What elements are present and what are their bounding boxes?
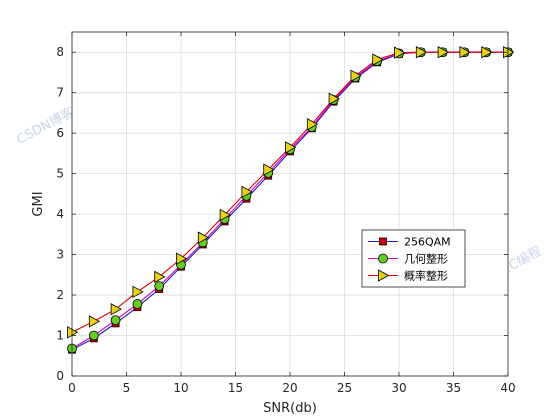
data-point-2-17	[437, 46, 449, 59]
data-point-1-3	[132, 299, 143, 309]
y-tick-label: 2	[56, 288, 64, 302]
data-point-2-10	[285, 141, 297, 154]
data-point-2-15	[394, 46, 406, 59]
data-point-2-19	[481, 46, 493, 59]
data-point-1-4	[154, 281, 165, 292]
y-tick-label: 3	[56, 248, 64, 262]
x-tick-label: 5	[123, 381, 131, 395]
data-point-2-11	[306, 118, 319, 131]
x-tick-label: 25	[337, 381, 352, 395]
x-tick-label: 0	[68, 381, 76, 395]
data-point-2-20	[503, 46, 515, 59]
legend-marker-2	[378, 269, 390, 282]
data-point-2-14	[372, 53, 384, 66]
data-point-2-3	[132, 285, 144, 298]
x-tick-label: 35	[446, 381, 461, 395]
data-point-2-1	[88, 315, 101, 328]
data-point-2-18	[459, 46, 471, 59]
data-point-2-16	[415, 46, 428, 59]
y-tick-label: 4	[56, 207, 64, 221]
x-tick-label: 10	[173, 381, 188, 395]
data-point-2-9	[263, 163, 275, 176]
y-tick-label: 5	[56, 167, 64, 181]
data-point-2-7	[219, 208, 231, 222]
data-point-2-8	[241, 185, 253, 199]
series-layer	[67, 46, 515, 354]
series-2	[67, 46, 515, 339]
data-point-1-2	[110, 315, 121, 326]
data-point-2-6	[197, 231, 210, 244]
y-tick-label: 8	[56, 45, 64, 59]
legend-label-0: 256QAM	[404, 236, 451, 249]
legend-marker-0	[379, 237, 387, 246]
legend-label-1: 几何整形	[404, 252, 448, 266]
x-tick-label: 30	[391, 381, 406, 395]
data-point-2-4	[154, 270, 166, 284]
x-tick-label: 40	[500, 381, 515, 395]
data-point-2-0	[67, 326, 79, 339]
x-axis-label: SNR(db)	[263, 401, 317, 416]
y-tick-label: 6	[56, 126, 64, 140]
y-tick-label: 0	[56, 369, 64, 383]
data-point-2-13	[350, 69, 362, 82]
axis-ticks: 0 5 10 15 20 25 30 35 40 0 1 2 3 4 5 6 7 8	[56, 32, 516, 395]
y-axis-label: GMI	[31, 191, 46, 216]
legend-label-2: 概率整形	[404, 269, 448, 283]
data-point-2-5	[176, 252, 188, 265]
x-tick-label: 15	[228, 381, 243, 395]
y-tick-label: 1	[56, 329, 64, 343]
data-point-1-1	[88, 330, 99, 341]
data-point-2-2	[110, 303, 122, 316]
legend-marker-1	[378, 253, 388, 264]
data-point-2-12	[328, 92, 340, 105]
y-tick-label: 7	[56, 86, 64, 100]
x-tick-label: 20	[282, 381, 297, 395]
